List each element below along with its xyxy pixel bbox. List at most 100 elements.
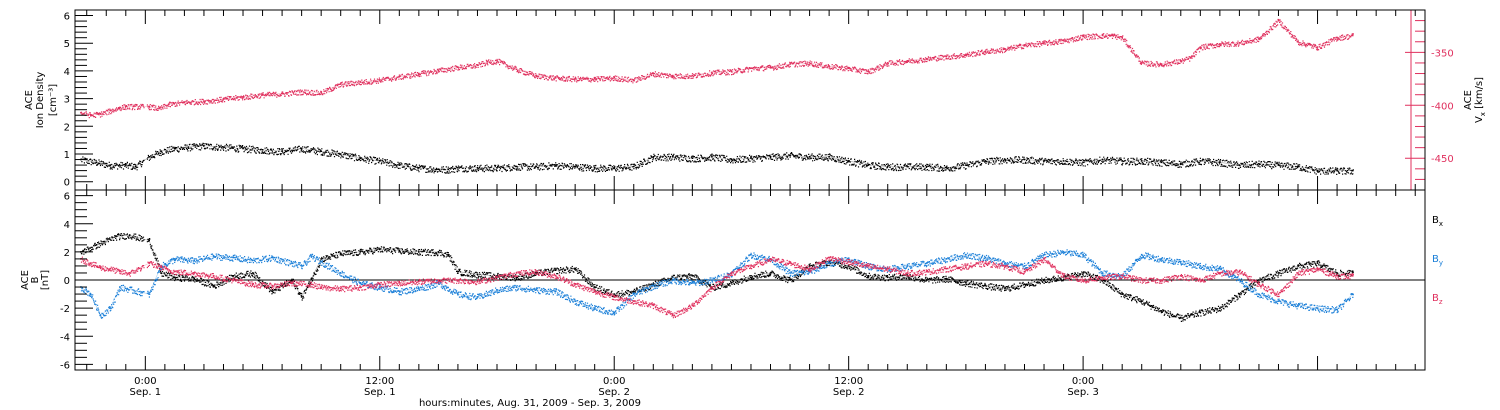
bx-series-point [613, 293, 615, 295]
bz-series-point [1219, 272, 1221, 274]
legend-sub: y [1439, 259, 1443, 267]
bx-series-point [886, 276, 889, 278]
bz-series-point [437, 279, 440, 281]
bz-series-point [711, 286, 713, 288]
by-series-point [574, 300, 576, 302]
bx-series-point [398, 249, 401, 252]
bx-series-point [1004, 287, 1006, 290]
bx-series-point [95, 244, 98, 246]
ion-density-series-point [339, 153, 342, 155]
bz-series-point [515, 272, 518, 274]
by-series-point [99, 314, 102, 316]
field-tick-label: 4 [64, 220, 70, 231]
by-series-point [1160, 258, 1163, 260]
bx-series-point [476, 273, 479, 276]
bz-series-point [89, 262, 92, 264]
by-series-point [148, 293, 150, 295]
ion-density-series-point [1336, 169, 1338, 172]
bz-series-point [886, 267, 889, 270]
by-series-point [672, 279, 674, 281]
by-series-point [906, 265, 909, 267]
ion-density-series-point [984, 160, 987, 162]
by-series-point [828, 262, 830, 264]
bx-series-point [148, 239, 150, 242]
by-series-point [89, 293, 92, 295]
velocity-axis-title-line: ACE [1463, 90, 1474, 110]
ion-density-series-point [148, 156, 150, 158]
ion-density-series-point [1062, 160, 1065, 162]
velocity-x-series-point [1023, 44, 1026, 46]
by-series-point [965, 253, 967, 256]
ion-density-series-point [496, 167, 498, 169]
bz-series-point [554, 275, 557, 277]
by-series-point [691, 282, 694, 284]
velocity-x-series-point [1140, 62, 1143, 64]
by-series-point [320, 260, 322, 263]
by-series-point [613, 311, 615, 314]
ion-density-series-point [1043, 160, 1045, 162]
ion-density-series-point [711, 156, 713, 158]
by-series-point [359, 282, 361, 284]
velocity-x-series-point [672, 74, 674, 77]
velocity-x-series-point [1004, 48, 1006, 50]
velocity-x-series-point [711, 71, 713, 74]
ion-density-series-point [593, 167, 596, 169]
bx-series-point [965, 282, 967, 284]
field-tick-label: 2 [64, 248, 70, 259]
by-series-point [119, 286, 121, 288]
by-series-point [496, 289, 498, 291]
bx-series-point [945, 277, 948, 280]
velocity-x-series-point [1043, 42, 1045, 44]
bz-series-point [1297, 272, 1299, 274]
velocity-x-series-point [125, 105, 127, 108]
bx-series-point [128, 234, 131, 236]
bz-series-point [99, 266, 102, 269]
velocity-var-unit: [km/s] [1474, 77, 1485, 112]
ion-density-series-point [476, 167, 479, 169]
velocity-x-series-point [1297, 41, 1299, 43]
velocity-x-series-point [1277, 19, 1280, 22]
ion-density-series-point [633, 165, 635, 168]
bz-series-point [310, 283, 313, 285]
by-series-point [1082, 253, 1084, 256]
by-series-point [1101, 272, 1104, 274]
by-series-point [984, 256, 987, 259]
velocity-x-series-point [242, 96, 244, 98]
date-tick-label: Sep. 2 [598, 387, 630, 398]
by-series-point [457, 293, 459, 295]
velocity-x-series-point [1180, 60, 1182, 62]
ion-density-series-point [769, 156, 772, 158]
bz-series-point [119, 270, 121, 273]
bx-series-point [291, 279, 293, 281]
velocity-x-series-point [1160, 63, 1163, 65]
ion-density-series-point [789, 154, 791, 157]
by-series-point [1199, 265, 1202, 267]
bx-series-point [173, 276, 176, 278]
ion-density-series-point [95, 161, 98, 164]
velocity-x-series-point [730, 70, 733, 73]
ion-density-series-point [1140, 160, 1143, 162]
by-series-point [173, 258, 176, 260]
by-series-points [80, 249, 1354, 319]
ion-density-series-point [574, 165, 576, 168]
density-tick-label: 0 [64, 178, 70, 189]
ion-density-series-point [173, 147, 176, 150]
bx-series-point [496, 275, 498, 277]
ion-density-series-point [160, 150, 162, 152]
bz-series-point [1277, 293, 1280, 295]
date-tick-label: Sep. 1 [364, 387, 396, 398]
velocity-x-series-point [906, 60, 909, 62]
bz-series-point [1082, 279, 1084, 281]
bx-series-point [554, 269, 557, 271]
time-tick-label: 0:00 [1072, 376, 1094, 387]
bz-series-point [252, 283, 254, 285]
time-tick-label: 12:00 [834, 376, 863, 387]
velocity-tick-label: -450 [1431, 154, 1454, 165]
velocity-x-series-point [1101, 34, 1104, 37]
ion-density-series-point [187, 146, 190, 148]
by-series-point [398, 290, 401, 292]
by-series-point [1023, 265, 1026, 267]
ion-density-series-point [379, 160, 381, 162]
legend-sub: z [1439, 298, 1443, 306]
by-series-point [711, 279, 713, 281]
